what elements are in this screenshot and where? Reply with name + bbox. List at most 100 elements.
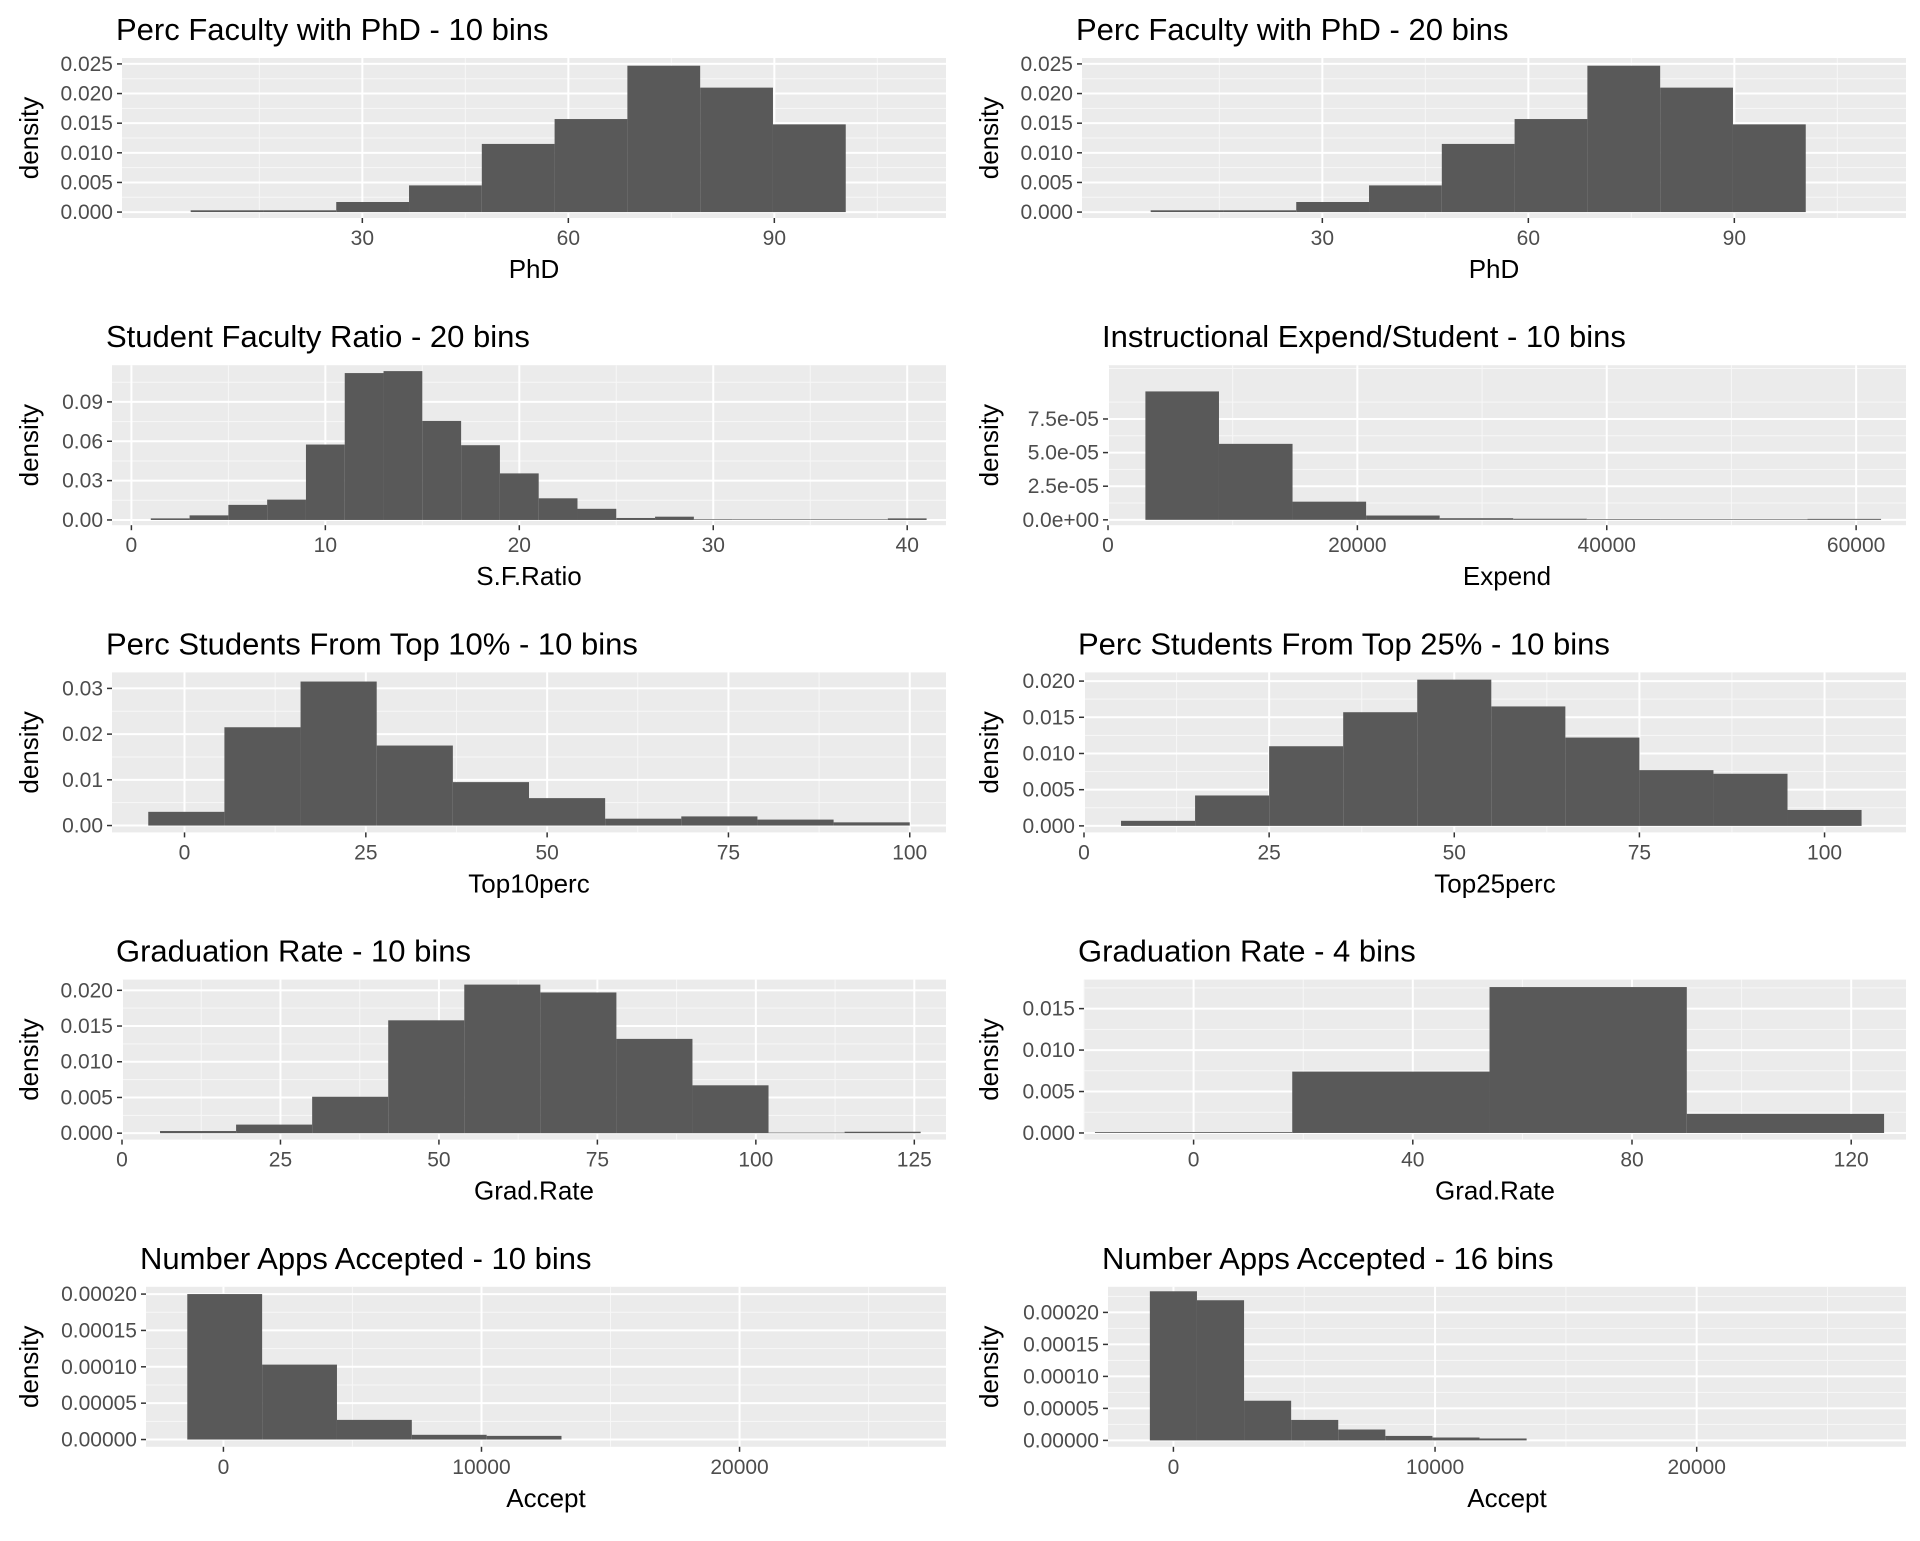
histogram-bar bbox=[655, 516, 694, 520]
x-tick-label: 25 bbox=[1257, 841, 1280, 864]
histogram-bar bbox=[1513, 518, 1587, 520]
histogram-panel: 0 25 50 75 100 1250.0000.0050.0100.0150.020Gr… bbox=[14, 934, 946, 1206]
x-tick-label: 30 bbox=[702, 534, 725, 557]
histogram-bar bbox=[1223, 210, 1297, 213]
x-tick-label: 100 bbox=[738, 1149, 773, 1172]
x-axis-title: S.F.Ratio bbox=[476, 561, 582, 591]
x-axis-title: Accept bbox=[1467, 1483, 1547, 1513]
y-axis-title: density bbox=[14, 404, 44, 486]
y-tick-label: 0.015 bbox=[1022, 998, 1075, 1021]
x-tick-label: 60000 bbox=[1827, 534, 1885, 557]
histogram-bar bbox=[1369, 185, 1442, 213]
y-tick-label: 0.00 bbox=[62, 509, 103, 532]
x-tick-label: 0 bbox=[218, 1456, 230, 1479]
y-tick-label: 0.09 bbox=[62, 391, 103, 414]
y-tick-label: 0.00015 bbox=[61, 1319, 137, 1342]
histogram-bar bbox=[388, 1020, 465, 1134]
x-tick-label: 25 bbox=[354, 841, 377, 864]
y-tick-label: 0.005 bbox=[1022, 779, 1075, 802]
histogram-bar bbox=[150, 518, 190, 520]
chart-title: Perc Faculty with PhD - 10 bins bbox=[116, 12, 548, 47]
histogram-bar bbox=[267, 499, 306, 520]
y-tick-label: 0.03 bbox=[62, 677, 103, 700]
histogram-bar bbox=[236, 1124, 313, 1134]
histogram-bar bbox=[1149, 1291, 1197, 1441]
chart-title: Perc Students From Top 25% - 10 bins bbox=[1078, 626, 1610, 661]
histogram-bar bbox=[1195, 795, 1270, 826]
histogram-bar bbox=[1291, 1419, 1339, 1441]
histogram-bar bbox=[1269, 746, 1344, 826]
histogram-bar bbox=[300, 681, 377, 826]
histogram-bar bbox=[700, 87, 773, 213]
y-tick-label: 0.020 bbox=[60, 83, 113, 106]
y-tick-label: 0.00000 bbox=[61, 1429, 137, 1452]
histogram-bar bbox=[692, 1085, 769, 1134]
y-tick-label: 0.015 bbox=[1020, 112, 1073, 135]
x-tick-label: 20 bbox=[508, 534, 531, 557]
histogram-bar bbox=[768, 1132, 845, 1134]
x-tick-label: 0 bbox=[1102, 534, 1114, 557]
histogram-bar bbox=[1343, 712, 1418, 826]
histogram-panel: 0 20000 40000 60000 0.0e+00 2.5e-05 5.0e-05 7.5… bbox=[974, 319, 1906, 591]
y-tick-label: 0.06 bbox=[62, 430, 103, 453]
y-tick-label: 7.5e-05 bbox=[1028, 408, 1099, 431]
chart-title: Number Apps Accepted - 16 bins bbox=[1102, 1241, 1553, 1276]
y-tick-label: 0.00005 bbox=[61, 1392, 137, 1415]
histogram-bar bbox=[772, 124, 846, 213]
histogram-bar bbox=[224, 727, 301, 826]
x-tick-label: 0 bbox=[1078, 841, 1090, 864]
x-tick-label: 40 bbox=[896, 534, 919, 557]
histogram-bar bbox=[732, 519, 772, 520]
histogram-bar bbox=[757, 819, 834, 826]
x-tick-label: 10000 bbox=[1406, 1456, 1464, 1479]
histogram-bar bbox=[538, 498, 578, 520]
y-tick-label: 0.00015 bbox=[1023, 1333, 1099, 1356]
x-axis-title: Expend bbox=[1463, 561, 1551, 591]
histogram-bar bbox=[1417, 679, 1492, 826]
x-tick-label: 120 bbox=[1834, 1149, 1869, 1172]
y-tick-label: 0.005 bbox=[60, 1086, 113, 1109]
histogram-bar bbox=[1145, 391, 1219, 520]
chart-title: Number Apps Accepted - 10 bins bbox=[140, 1241, 591, 1276]
histogram-bar bbox=[1218, 443, 1293, 520]
y-axis-title: density bbox=[14, 97, 44, 179]
histogram-bar bbox=[693, 519, 733, 520]
histogram-panel: 30 60 90 0.000 0.005 0.010 0.015 0.020 0.025Perc… bbox=[974, 12, 1906, 284]
x-axis-title: Grad.Rate bbox=[474, 1176, 594, 1206]
y-axis-title: density bbox=[14, 1326, 44, 1408]
x-tick-label: 10000 bbox=[452, 1456, 510, 1479]
y-tick-label: 0.000 bbox=[1022, 1122, 1075, 1145]
histogram-bar bbox=[1713, 773, 1788, 826]
histogram-bar bbox=[336, 1419, 412, 1440]
x-tick-label: 40 bbox=[1401, 1149, 1424, 1172]
y-axis-title: density bbox=[974, 1326, 1004, 1408]
x-axis-title: PhD bbox=[1469, 254, 1520, 284]
histogram-panel: 30 60 90 0.000 0.005 0.010 0.015 0.020 0.025Perc… bbox=[14, 12, 946, 284]
y-tick-label: 2.5e-05 bbox=[1028, 475, 1099, 498]
histogram-bar bbox=[1639, 770, 1714, 826]
histogram-bar bbox=[810, 519, 850, 520]
histogram-bar bbox=[844, 1131, 921, 1134]
histogram-bar bbox=[1587, 65, 1661, 213]
histogram-panel: 0 10 20 30 40 0.00 0.03 0.06 0.09 Student Faculty… bbox=[14, 319, 946, 591]
x-axis-title: Accept bbox=[506, 1483, 586, 1513]
histogram-bar bbox=[1807, 518, 1882, 520]
y-tick-label: 0.00000 bbox=[1023, 1429, 1099, 1452]
histogram-bar bbox=[577, 508, 617, 520]
histogram-bar bbox=[383, 371, 423, 520]
y-axis-title: density bbox=[974, 711, 1004, 793]
histogram-bar bbox=[1432, 1437, 1480, 1441]
histogram-bar bbox=[1686, 1113, 1885, 1133]
y-tick-label: 0.010 bbox=[60, 1051, 113, 1074]
histogram-panel: 0 40 80 120 0.000 0.005 0.010 0.015 Graduation R… bbox=[974, 934, 1906, 1206]
x-tick-label: 90 bbox=[763, 227, 786, 250]
y-tick-label: 5.0e-05 bbox=[1028, 442, 1099, 465]
y-tick-label: 0.000 bbox=[60, 201, 113, 224]
histogram-bar bbox=[529, 798, 606, 826]
y-tick-label: 0.00010 bbox=[61, 1356, 137, 1379]
y-tick-label: 0.00005 bbox=[1023, 1397, 1099, 1420]
y-tick-label: 0.00020 bbox=[1023, 1301, 1099, 1324]
histogram-bar bbox=[461, 445, 500, 520]
y-tick-label: 0.010 bbox=[1020, 142, 1073, 165]
